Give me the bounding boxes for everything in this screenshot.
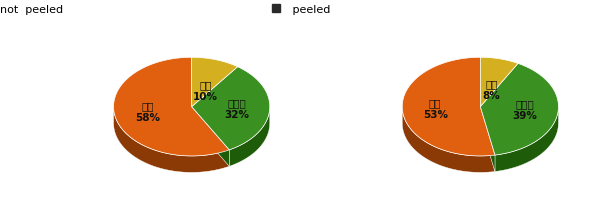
Legend:  peeled: peeled	[272, 5, 330, 14]
Polygon shape	[480, 107, 495, 172]
Polygon shape	[192, 58, 238, 107]
Polygon shape	[114, 107, 229, 173]
Polygon shape	[229, 107, 270, 166]
Polygon shape	[480, 64, 558, 155]
Polygon shape	[114, 58, 229, 156]
Text: 도라지
32%: 도라지 32%	[224, 98, 249, 119]
Polygon shape	[192, 67, 270, 150]
Text: 더덕
10%: 더덕 10%	[193, 80, 218, 101]
Text: 인삼
58%: 인삼 58%	[135, 101, 160, 122]
Polygon shape	[402, 108, 495, 173]
Legend: not  peeled: not peeled	[0, 5, 63, 14]
Polygon shape	[495, 107, 558, 172]
Text: 인삼
53%: 인삼 53%	[423, 98, 448, 120]
Polygon shape	[480, 58, 518, 107]
Text: 더덕
8%: 더덕 8%	[483, 79, 501, 101]
Polygon shape	[402, 58, 495, 156]
Text: 도라지
39%: 도라지 39%	[513, 99, 538, 121]
Polygon shape	[480, 107, 495, 172]
Polygon shape	[192, 107, 229, 166]
Polygon shape	[192, 107, 229, 166]
